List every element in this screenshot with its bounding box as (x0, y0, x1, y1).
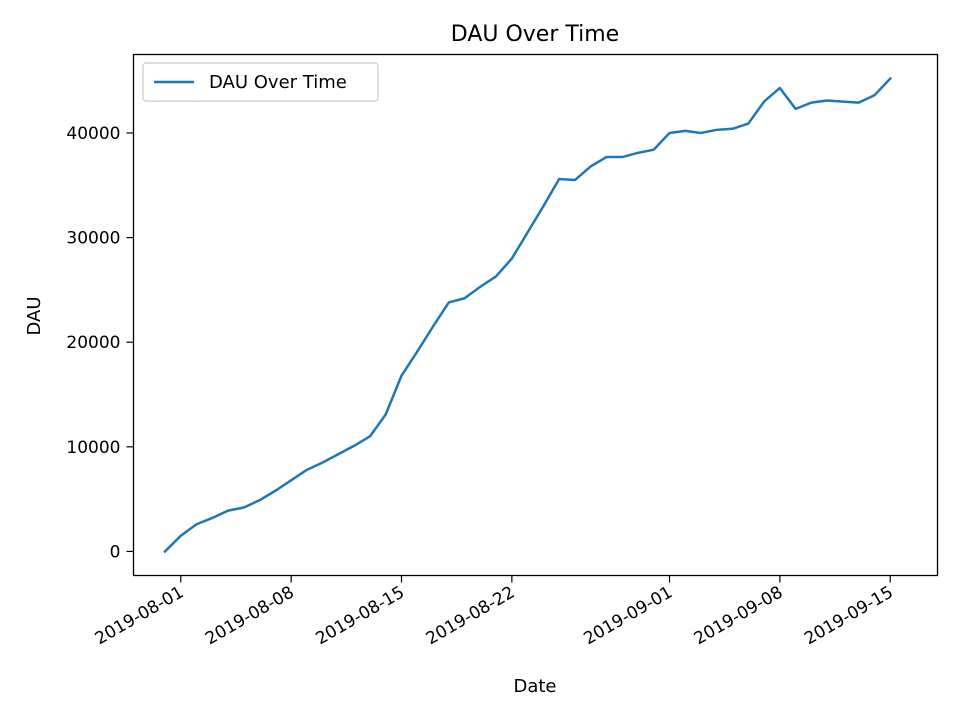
legend-box (142, 62, 379, 102)
y-axis-ticks: 0 10000 20000 30000 40000 (66, 124, 134, 562)
legend: DAU Over Time (142, 62, 379, 102)
x-axis-label: Date (513, 676, 556, 697)
legend-label: DAU Over Time (209, 72, 347, 93)
x-tick-label: 2019-08-22 (423, 583, 519, 650)
y-tick-label: 0 (110, 542, 121, 562)
x-tick-label: 2019-09-15 (801, 583, 897, 650)
x-tick-label: 2019-08-01 (92, 583, 188, 650)
chart-title: DAU Over Time (451, 22, 619, 47)
x-tick-label: 2019-08-15 (312, 583, 408, 650)
x-tick-label: 2019-09-08 (691, 583, 787, 650)
x-tick-label: 2019-08-08 (202, 583, 298, 650)
x-axis-ticks: 2019-08-01 2019-08-08 2019-08-15 2019-08-22… (92, 575, 897, 650)
y-axis-label: DAU (24, 296, 45, 335)
series-line (163, 76, 892, 554)
y-tick-label: 30000 (66, 229, 120, 249)
series-lines (163, 76, 892, 554)
y-tick-label: 40000 (66, 124, 120, 144)
y-tick-label: 10000 (66, 438, 120, 458)
x-tick-label: 2019-09-01 (580, 583, 676, 650)
plot-frame (132, 53, 939, 577)
y-tick-label: 20000 (66, 333, 120, 353)
